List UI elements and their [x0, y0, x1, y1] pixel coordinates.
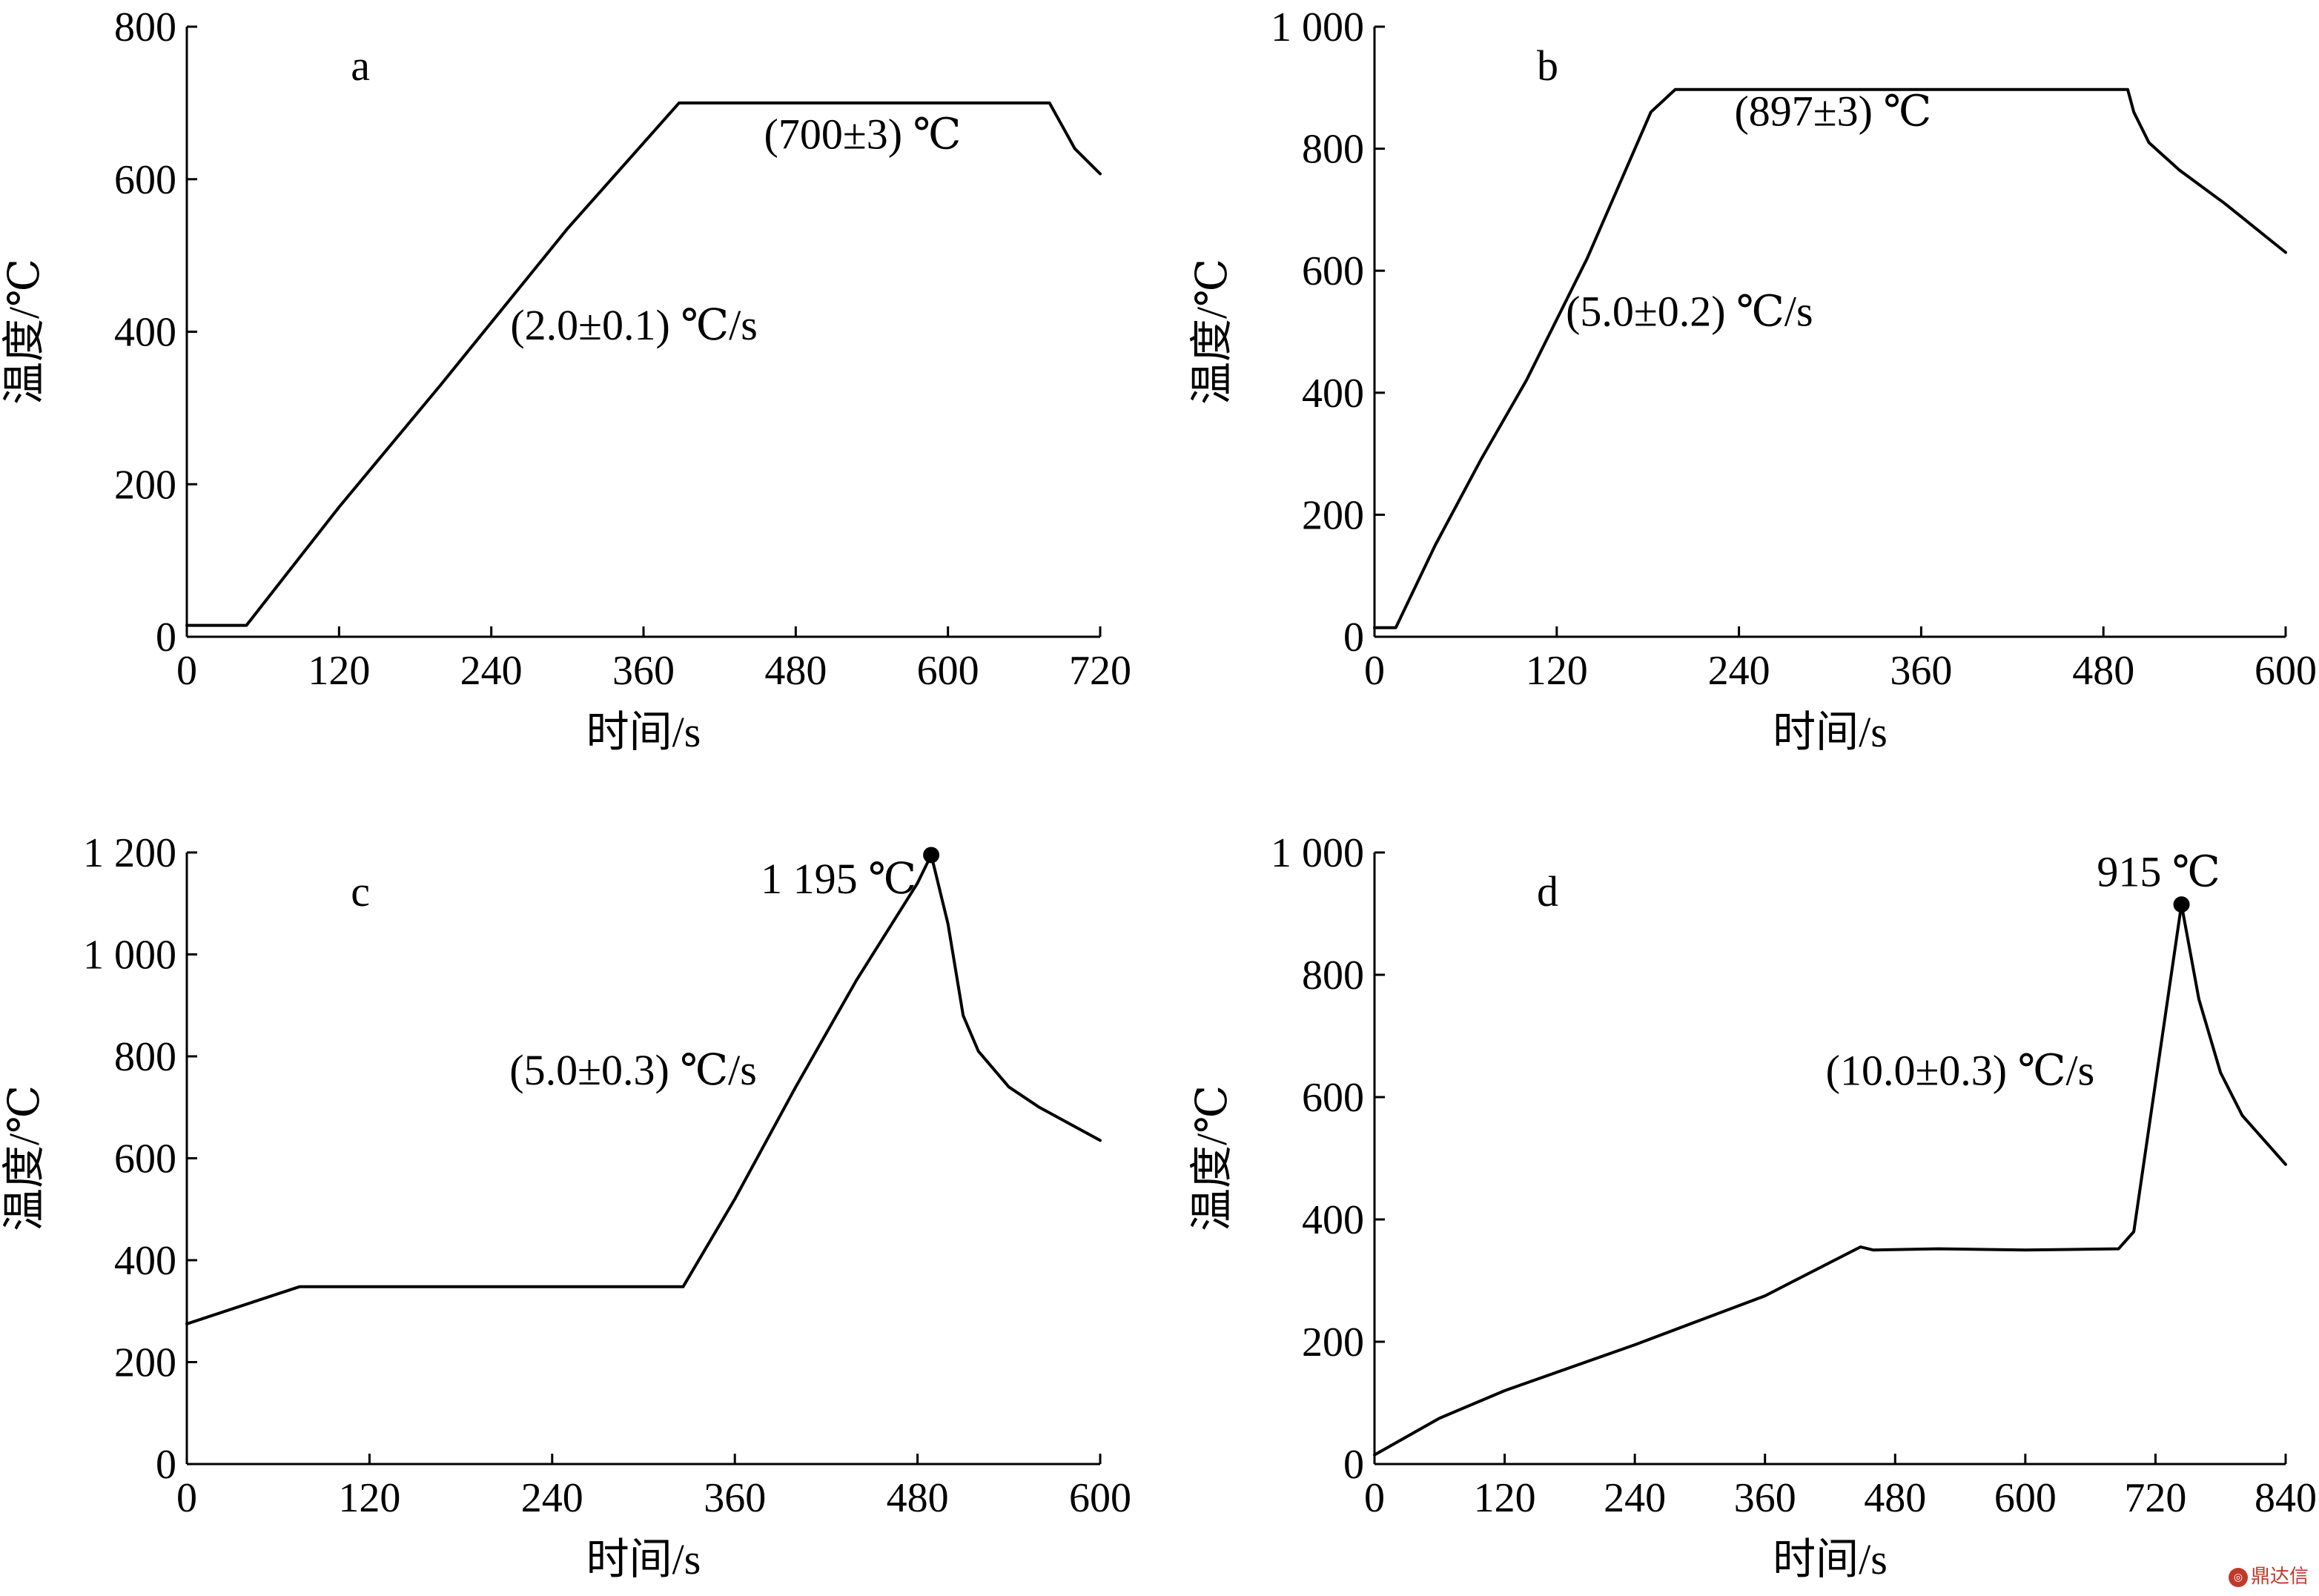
- x-tick-label: 360: [612, 648, 675, 694]
- y-tick-label: 200: [1302, 492, 1364, 538]
- y-tick-label: 600: [1302, 1075, 1364, 1121]
- y-tick-label: 400: [1302, 1197, 1364, 1243]
- y-axis-title: 温度/℃: [1188, 259, 1236, 405]
- x-tick-label: 360: [704, 1475, 766, 1521]
- x-tick-label: 120: [1526, 648, 1588, 694]
- panels: 0 120 240 360 480 600 720 0 200 400 600 800 时间/s 温度/℃…: [0, 4, 2317, 1583]
- watermark-text: 鼎达信: [2250, 1566, 2309, 1588]
- x-axis-title: 时间/s: [1773, 708, 1888, 756]
- y-tick-label: 400: [114, 310, 176, 356]
- annotation-label: (897±3) ℃: [1734, 87, 1931, 135]
- chart-panel-c: 0 120 240 360 480 600 0 200 400 600 800 1 000 1 200 时…: [0, 830, 1131, 1583]
- x-tick-label: 120: [308, 648, 370, 694]
- x-tick-label: 600: [917, 648, 979, 694]
- x-tick-label: 480: [1864, 1475, 1926, 1521]
- y-axis-title: 温度/℃: [1188, 1085, 1236, 1231]
- peak-marker: [923, 847, 940, 864]
- x-tick-label: 720: [1069, 648, 1131, 694]
- x-axis-title: 时间/s: [586, 708, 701, 756]
- x-tick-label: 600: [1994, 1475, 2057, 1521]
- x-tick-label: 600: [1069, 1475, 1131, 1521]
- temperature-line: [1373, 87, 2287, 629]
- x-tick-label: 0: [1364, 1475, 1385, 1521]
- y-tick-label: 0: [156, 615, 176, 660]
- y-tick-label: 1 200: [83, 830, 176, 876]
- annotation-label: (5.0±0.3) ℃/s: [509, 1046, 757, 1094]
- x-tick-label: 240: [521, 1475, 583, 1521]
- x-tick-label: 720: [2124, 1475, 2186, 1521]
- x-tick-label: 840: [2255, 1475, 2317, 1521]
- annotation-label: (700±3) ℃: [764, 110, 962, 159]
- x-tick-label: 0: [176, 1475, 197, 1521]
- chart-panel-a: 0 120 240 360 480 600 720 0 200 400 600 800 时间/s 温度/℃…: [0, 4, 1131, 756]
- y-tick-label: 0: [1343, 1442, 1364, 1488]
- annotation-label: 1 195 ℃: [761, 855, 916, 903]
- y-tick-label: 600: [114, 1136, 176, 1182]
- x-tick-label: 120: [1474, 1475, 1536, 1521]
- y-tick-label: 200: [114, 1340, 176, 1386]
- panel-label: d: [1537, 867, 1558, 915]
- y-tick-label: 400: [114, 1238, 176, 1284]
- x-tick-label: 600: [2255, 648, 2317, 694]
- annotation-label: 915 ℃: [2097, 847, 2220, 895]
- chart-panel-d: 0 120 240 360 480 600 720 840 0 200 400 600 800 1 000…: [1188, 830, 2317, 1583]
- watermark-logo-icon: ◎: [2228, 1567, 2248, 1587]
- x-tick-label: 480: [764, 648, 827, 694]
- x-tick-label: 480: [2072, 648, 2134, 694]
- y-tick-label: 0: [1343, 615, 1364, 660]
- x-tick-label: 480: [887, 1475, 949, 1521]
- y-tick-label: 800: [1302, 953, 1364, 999]
- y-tick-label: 0: [156, 1442, 176, 1488]
- y-tick-label: 800: [1302, 127, 1364, 173]
- x-tick-label: 240: [1708, 648, 1770, 694]
- y-axis-title: 温度/℃: [0, 1085, 48, 1231]
- temperature-line: [185, 853, 1102, 1325]
- y-tick-label: 400: [1302, 371, 1364, 417]
- chart-panel-b: 0 120 240 360 480 600 0 200 400 600 800 1 000 时间/s 温度…: [1188, 4, 2317, 756]
- y-tick-label: 200: [1302, 1319, 1364, 1365]
- annotation-label: (10.0±0.3) ℃/s: [1826, 1047, 2095, 1095]
- y-tick-label: 600: [1302, 248, 1364, 294]
- y-tick-label: 800: [114, 4, 176, 50]
- y-tick-label: 1 000: [1271, 4, 1364, 50]
- y-tick-label: 1 000: [1271, 830, 1364, 876]
- x-tick-label: 360: [1734, 1475, 1796, 1521]
- peak-marker: [2173, 896, 2190, 913]
- temperature-line: [185, 101, 1102, 627]
- watermark: ◎ 鼎达信: [2228, 1561, 2309, 1589]
- y-tick-label: 600: [114, 157, 176, 203]
- annotation-label: (5.0±0.2) ℃/s: [1566, 287, 1813, 335]
- x-tick-label: 120: [338, 1475, 400, 1521]
- y-tick-label: 800: [114, 1034, 176, 1080]
- x-tick-label: 240: [1604, 1475, 1666, 1521]
- x-tick-label: 0: [176, 648, 197, 694]
- x-axis-title: 时间/s: [586, 1535, 701, 1583]
- y-axis-title: 温度/℃: [0, 259, 48, 405]
- x-tick-label: 0: [1364, 648, 1385, 694]
- panel-label: b: [1537, 42, 1558, 90]
- panel-label: a: [351, 42, 370, 90]
- x-tick-label: 240: [460, 648, 523, 694]
- x-tick-label: 360: [1890, 648, 1952, 694]
- x-axis-title: 时间/s: [1773, 1535, 1888, 1583]
- y-tick-label: 1 000: [83, 933, 176, 979]
- y-tick-label: 200: [114, 462, 176, 508]
- panel-label: c: [351, 867, 370, 915]
- annotation-label: (2.0±0.1) ℃/s: [510, 301, 758, 349]
- temperature-line: [1373, 903, 2287, 1457]
